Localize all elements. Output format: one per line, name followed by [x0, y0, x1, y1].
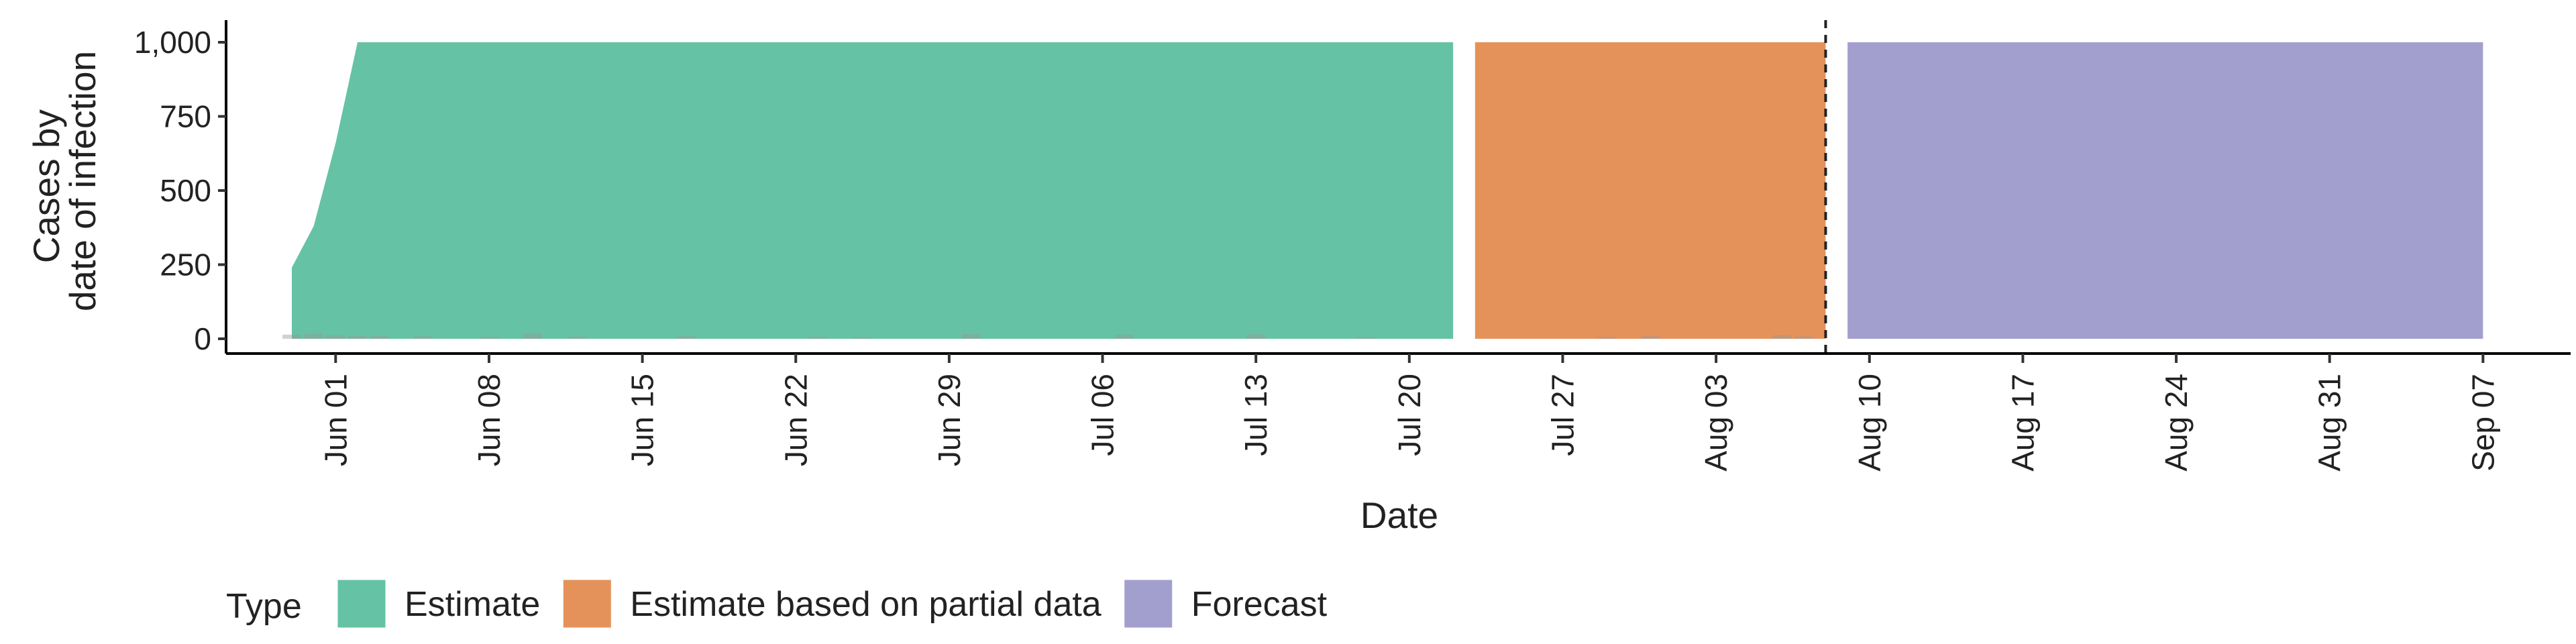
- observed-cases-bar-8: [567, 336, 586, 339]
- observed-cases-bar-13: [1115, 334, 1134, 339]
- observed-cases-bar-1: [304, 333, 323, 339]
- legend-title: Type: [226, 587, 302, 626]
- y-tick-label-2: 500: [160, 173, 211, 208]
- area-series-2: [1847, 42, 2483, 339]
- y-tick-label-3: 750: [160, 99, 211, 134]
- legend-items: Estimate Estimate based on partial data Fo…: [337, 580, 1328, 628]
- legend-key-1: [563, 580, 611, 628]
- x-tick-label-12: Aug 24: [2159, 374, 2194, 472]
- y-tick-label-0: 0: [194, 321, 211, 356]
- observed-cases-bar-4: [370, 336, 389, 339]
- x-tick-label-1: Jun 08: [472, 374, 506, 466]
- plot-area: [282, 20, 2483, 354]
- observed-cases-bar-7: [523, 333, 543, 339]
- x-tick-label-11: Aug 17: [2005, 374, 2040, 472]
- y-tick-label-4: 1,000: [134, 25, 211, 60]
- x-tick-label-14: Sep 07: [2465, 374, 2500, 472]
- observed-cases-bar-6: [480, 337, 498, 339]
- area-series-0: [291, 42, 1454, 339]
- observed-cases-bar-19: [1794, 336, 1813, 339]
- x-tick-label-10: Aug 10: [1852, 374, 1887, 472]
- axes: [225, 20, 2571, 355]
- x-tick-label-5: Jul 06: [1085, 374, 1120, 456]
- observed-cases-bar-17: [1641, 336, 1660, 339]
- x-tick-label-8: Jul 27: [1545, 374, 1580, 456]
- observed-cases-bar-15: [1356, 337, 1375, 339]
- y-axis-title: Cases by date of infection: [25, 51, 103, 311]
- x-tick-label-13: Aug 31: [2312, 374, 2347, 472]
- y-tick-label-1: 250: [160, 248, 211, 282]
- observed-cases-bar-12: [961, 333, 981, 339]
- legend-label-0: Estimate: [405, 585, 540, 624]
- observed-cases-bar-10: [808, 337, 827, 339]
- y-axis-ticks: 0 250 500 750 1,000: [134, 25, 226, 356]
- legend: Type Estimate Estimate based on partial d…: [226, 580, 1328, 628]
- legend-key-0: [337, 580, 386, 628]
- observed-cases-bar-11: [852, 337, 871, 339]
- x-axis-ticks: Jun 01 Jun 08 Jun 15 Jun 22 Jun 29 Jul 06 Jul …: [318, 354, 2500, 472]
- observed-cases-bar-3: [348, 335, 367, 339]
- observed-cases-bar-2: [326, 335, 345, 339]
- x-axis-title: Date: [1360, 494, 1438, 536]
- observed-cases-bar-9: [677, 336, 696, 339]
- observed-cases-bar-5: [414, 336, 433, 339]
- x-tick-label-3: Jun 22: [778, 374, 813, 466]
- legend-key-2: [1124, 580, 1173, 628]
- x-tick-label-6: Jul 13: [1238, 374, 1273, 456]
- y-axis-title-line-2: date of infection: [62, 51, 103, 311]
- legend-label-1: Estimate based on partial data: [630, 585, 1102, 624]
- x-tick-label-2: Jun 15: [625, 374, 660, 466]
- x-tick-label-9: Aug 03: [1699, 374, 1733, 472]
- observed-cases-bar-16: [1597, 337, 1616, 339]
- x-tick-label-4: Jun 29: [932, 374, 967, 466]
- y-axis-title-line-1: Cases by: [25, 109, 67, 264]
- area-series-1: [1474, 42, 1826, 339]
- observed-cases-bar-18: [1772, 335, 1791, 339]
- x-tick-label-0: Jun 01: [318, 374, 353, 466]
- observed-cases-bar-14: [1246, 334, 1266, 339]
- x-tick-label-7: Jul 20: [1392, 374, 1427, 456]
- observed-cases-bar-0: [282, 334, 301, 339]
- legend-label-2: Forecast: [1191, 585, 1328, 624]
